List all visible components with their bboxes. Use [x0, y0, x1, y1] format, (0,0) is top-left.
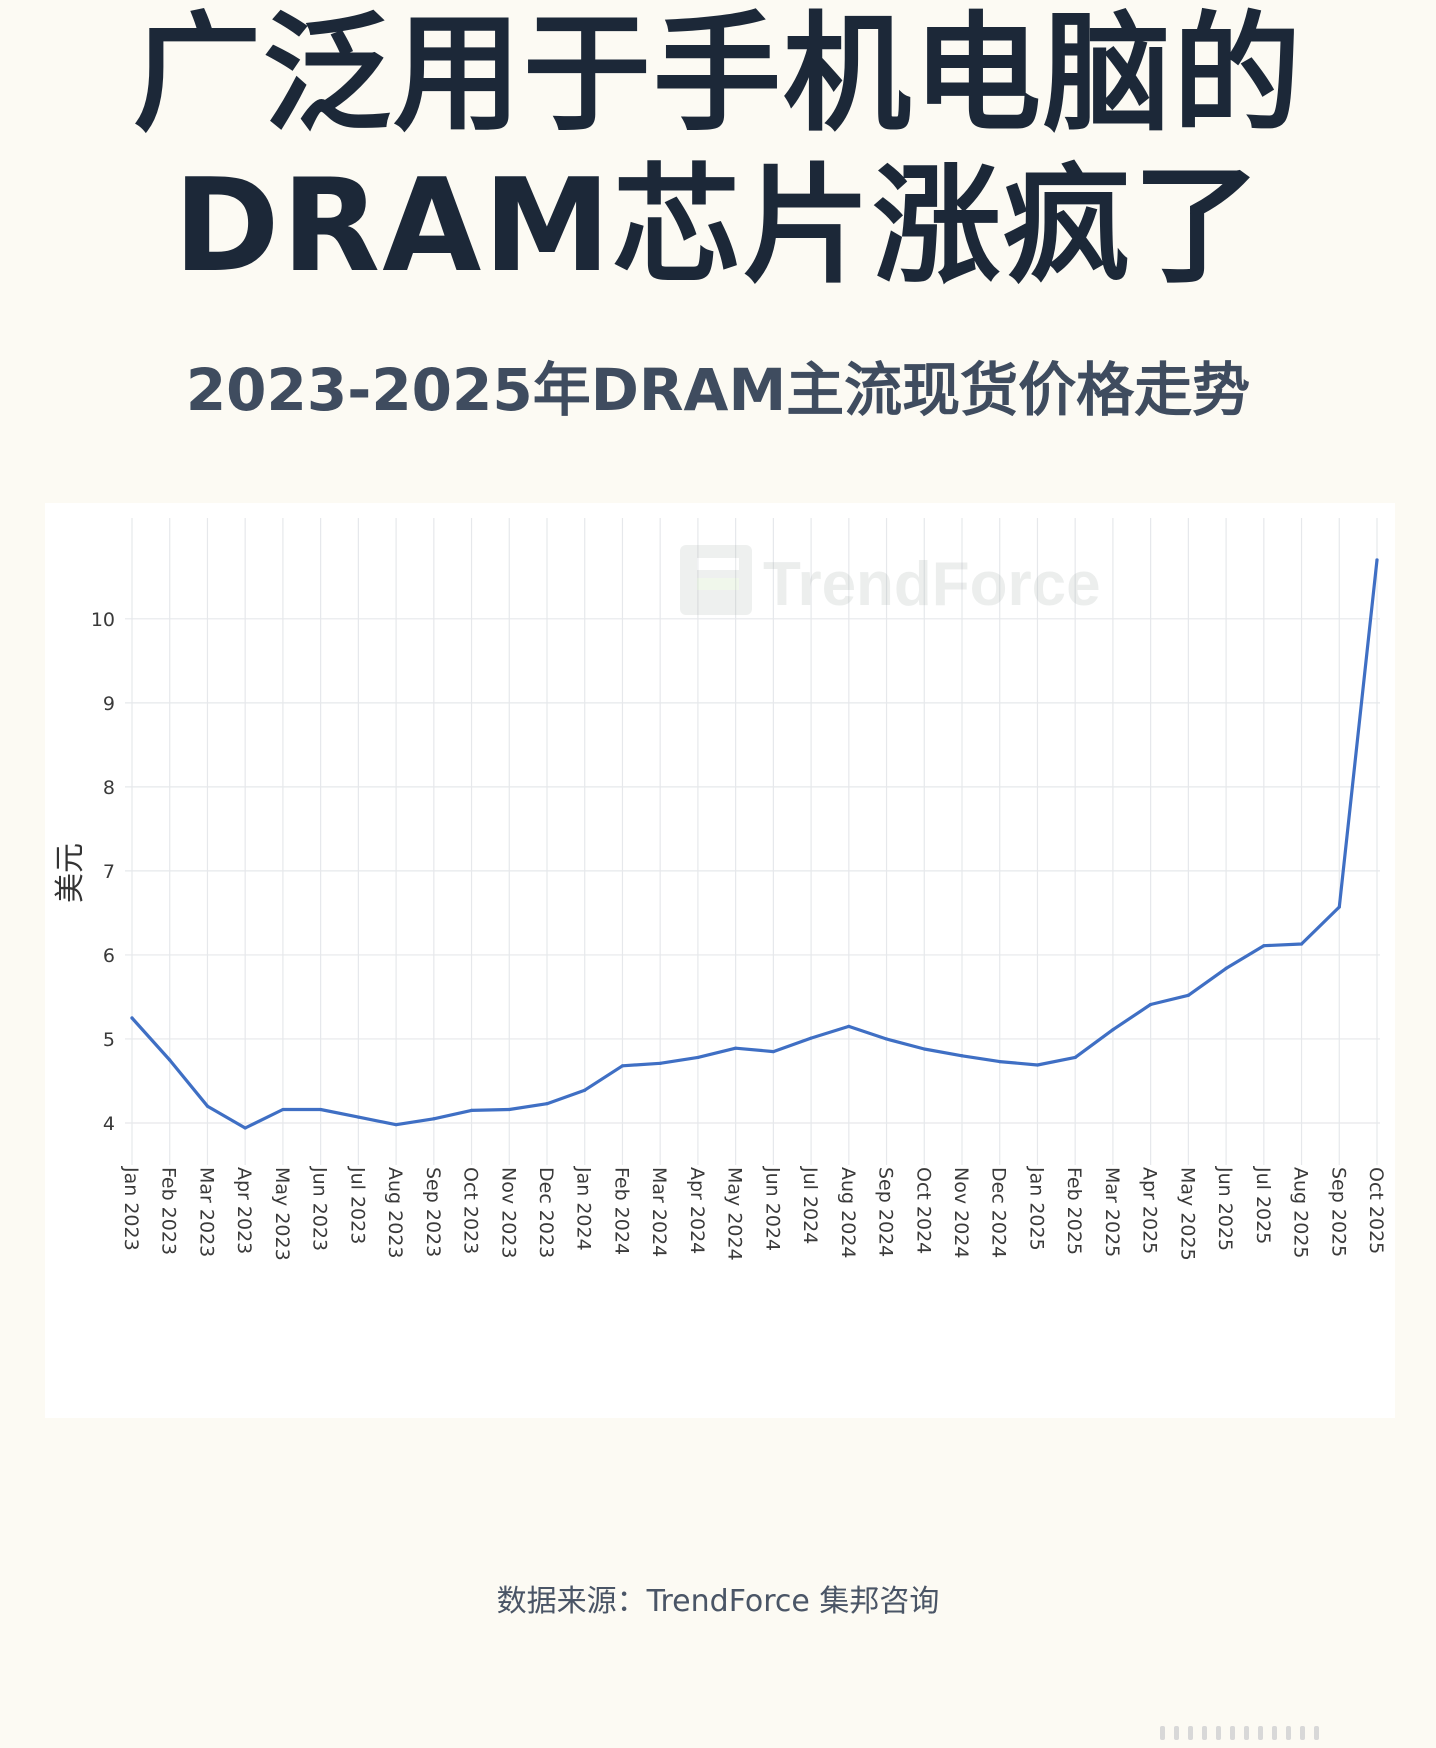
y-tick-label: 4 — [103, 1113, 115, 1135]
x-tick-label: Apr 2024 — [686, 1167, 708, 1254]
data-point — [243, 1126, 247, 1130]
data-point — [1299, 942, 1304, 946]
x-tick-label: Dec 2024 — [988, 1167, 1010, 1258]
data-point — [734, 1046, 738, 1050]
headline-line-2: DRAM芯片涨疯了 — [173, 152, 1263, 301]
data-point — [130, 1016, 134, 1020]
x-tick-label: Jun 2024 — [761, 1166, 783, 1251]
x-tick-label: Jan 2024 — [573, 1166, 595, 1251]
data-point — [922, 1047, 926, 1051]
data-point — [771, 1049, 775, 1054]
data-point — [507, 1107, 511, 1112]
data-source-note: 数据来源：TrendForce 集邦咨询 — [496, 1584, 940, 1619]
y-axis-ticks: 4 5 6 7 8 9 10 — [91, 609, 115, 1135]
y-tick-label: 10 — [91, 609, 115, 631]
data-point — [1035, 1063, 1040, 1067]
x-tick-label: Nov 2024 — [950, 1167, 972, 1258]
data-point — [1224, 966, 1228, 970]
x-tick-label: Apr 2025 — [1139, 1167, 1161, 1254]
x-tick-label: Sep 2024 — [875, 1167, 897, 1257]
y-tick-label: 6 — [103, 945, 115, 967]
x-tick-label: Oct 2025 — [1365, 1167, 1387, 1254]
y-tick-label: 8 — [103, 777, 115, 799]
horizontal-grid — [125, 618, 1380, 1124]
x-tick-label: Oct 2024 — [912, 1167, 934, 1254]
data-point — [658, 1061, 662, 1065]
x-tick-label: Dec 2023 — [535, 1167, 557, 1258]
data-point — [469, 1108, 474, 1112]
data-point — [583, 1088, 587, 1092]
chart-title: 2023-2025年DRAM主流现货价格走势 — [185, 356, 1251, 424]
data-point — [809, 1036, 813, 1040]
data-point — [696, 1055, 700, 1060]
y-axis-label: 美元 — [53, 843, 88, 903]
data-point — [205, 1104, 210, 1108]
page-indicator — [1160, 1726, 1319, 1740]
data-point — [1262, 944, 1266, 948]
data-point — [281, 1107, 285, 1112]
x-tick-label: Jan 2025 — [1025, 1166, 1047, 1251]
data-point — [356, 1115, 360, 1119]
x-tick-label: Aug 2023 — [384, 1167, 406, 1259]
x-tick-label: May 2023 — [271, 1167, 293, 1261]
data-point — [1111, 1028, 1115, 1032]
data-point — [1073, 1055, 1077, 1060]
data-point — [1337, 905, 1341, 909]
x-tick-label: Mar 2023 — [195, 1167, 217, 1257]
price-series-line — [130, 558, 1379, 1130]
data-point — [620, 1064, 625, 1068]
y-tick-label: 9 — [103, 693, 115, 715]
watermark-text: TrendForce — [763, 550, 1101, 619]
x-tick-label: May 2025 — [1176, 1167, 1198, 1261]
x-axis-ticks: Jan 2023 Feb 2023 Mar 2023 Apr 2023 May 2023… — [120, 1166, 1387, 1261]
watermark-logo-mark — [680, 545, 752, 615]
x-tick-label: Mar 2024 — [648, 1167, 670, 1257]
x-tick-label: Sep 2023 — [422, 1167, 444, 1257]
x-tick-label: Nov 2023 — [497, 1167, 519, 1258]
x-tick-label: Jul 2024 — [799, 1166, 821, 1244]
x-tick-label: Jul 2025 — [1252, 1166, 1274, 1244]
data-points — [130, 558, 1379, 1130]
x-tick-label: Feb 2023 — [158, 1167, 180, 1255]
data-point — [1375, 558, 1379, 562]
line-chart-svg: TrendForce 4 5 6 7 8 9 10 Jan 2023 Feb 2023 Mar … — [53, 518, 1387, 1261]
data-point — [960, 1054, 964, 1058]
x-tick-label: Oct 2023 — [460, 1167, 482, 1254]
vertical-grid — [131, 518, 1378, 1165]
y-tick-label: 5 — [103, 1029, 115, 1051]
x-tick-label: Feb 2025 — [1063, 1167, 1085, 1255]
data-point — [1149, 1002, 1153, 1007]
x-tick-label: Feb 2024 — [610, 1167, 632, 1255]
trendforce-watermark: TrendForce — [680, 545, 1101, 619]
x-tick-label: Jul 2023 — [346, 1166, 368, 1244]
x-tick-label: Sep 2025 — [1327, 1167, 1349, 1257]
line-chart: TrendForce 4 5 6 7 8 9 10 Jan 2023 Feb 2023 Mar … — [45, 503, 1395, 1418]
y-tick-label: 7 — [103, 861, 115, 883]
x-tick-label: Jun 2025 — [1214, 1166, 1236, 1251]
x-tick-label: Apr 2023 — [233, 1167, 255, 1254]
x-tick-label: Mar 2025 — [1101, 1167, 1123, 1257]
x-tick-label: Aug 2025 — [1290, 1167, 1312, 1259]
x-tick-label: Aug 2024 — [837, 1167, 859, 1259]
x-tick-label: May 2024 — [724, 1167, 746, 1261]
data-point — [545, 1102, 549, 1106]
data-point — [319, 1107, 323, 1112]
data-point — [432, 1117, 436, 1121]
x-tick-label: Jun 2023 — [309, 1166, 331, 1251]
x-tick-label: Jan 2023 — [120, 1166, 142, 1251]
data-point — [1186, 993, 1190, 997]
headline-line-1: 广泛用于手机电脑的 — [132, 0, 1303, 149]
data-point — [998, 1060, 1002, 1064]
data-point — [394, 1123, 398, 1127]
data-point — [884, 1037, 889, 1041]
data-point — [168, 1058, 172, 1062]
data-point — [847, 1024, 851, 1028]
